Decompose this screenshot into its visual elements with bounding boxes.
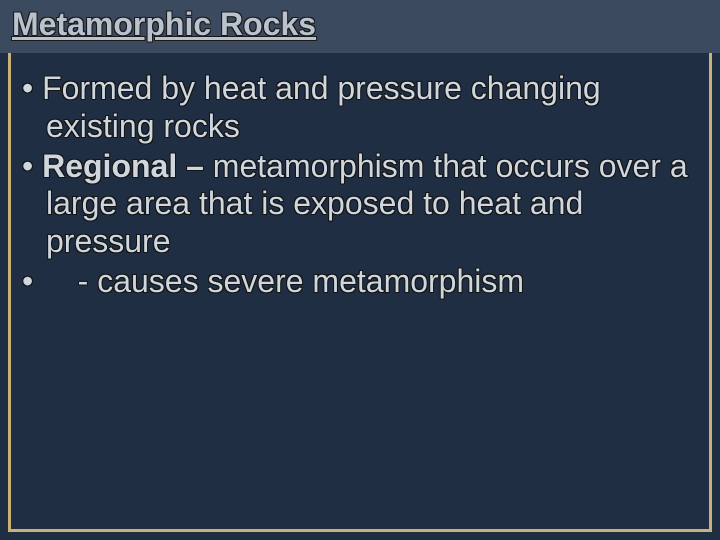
title-bar: Metamorphic Rocks — [0, 0, 720, 53]
bullet-text: - causes severe metamorphism — [78, 263, 524, 299]
bullet-text: Formed by heat and pressure changing exi… — [42, 70, 601, 144]
bullet-item: • - causes severe metamorphism — [22, 263, 698, 301]
bullet-marker: • — [22, 148, 42, 184]
slide-title: Metamorphic Rocks — [12, 6, 316, 42]
bullet-item: • Regional – metamorphism that occurs ov… — [22, 148, 698, 261]
bullet-bold-lead: Regional – — [42, 148, 213, 184]
bullet-marker: • — [22, 263, 78, 299]
slide: Metamorphic Rocks • Formed by heat and p… — [0, 0, 720, 540]
bullet-list: • Formed by heat and pressure changing e… — [22, 70, 698, 301]
bullet-item: • Formed by heat and pressure changing e… — [22, 70, 698, 146]
bullet-marker: • — [22, 70, 42, 106]
slide-content: • Formed by heat and pressure changing e… — [22, 70, 698, 303]
